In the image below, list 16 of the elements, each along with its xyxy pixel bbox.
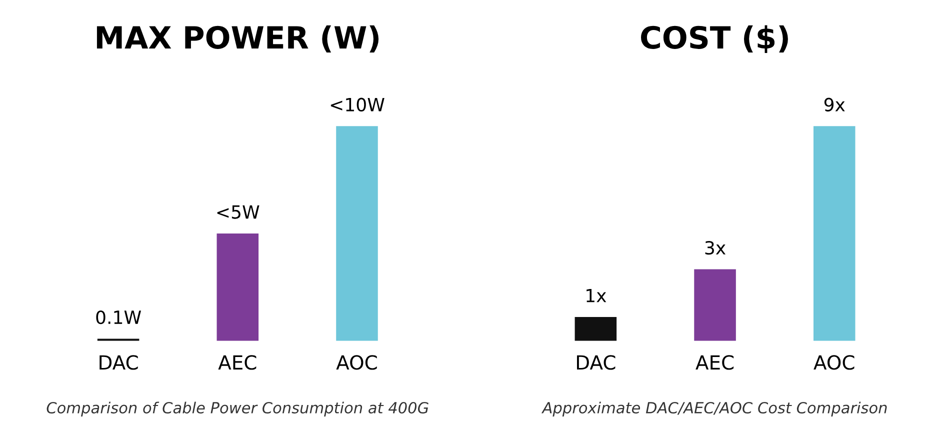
x-tick-label: DAC [100, 355, 138, 370]
data-label: <5W [217, 205, 260, 219]
text: Approximate DAC/AEC/AOC Cost Comparison [541, 402, 887, 416]
data-label: 9x [824, 98, 845, 112]
data-label: 3x [705, 240, 726, 255]
data-label: 0.1W [96, 310, 141, 324]
x-tick-label: AOC [814, 355, 854, 370]
data-label: <10W [330, 98, 384, 112]
data-label: 1x [586, 288, 606, 302]
x-tick-label: AEC [696, 355, 734, 370]
chart-title: MAX POWER (W) [96, 25, 379, 53]
x-tick-label: AEC [218, 355, 256, 370]
x-tick-label: DAC [577, 355, 616, 370]
text: Comparison of Cable Power Consumption at 400G [46, 402, 428, 416]
x-tick-label: AOC [336, 355, 377, 370]
chart-title: COST ($) [641, 25, 788, 54]
